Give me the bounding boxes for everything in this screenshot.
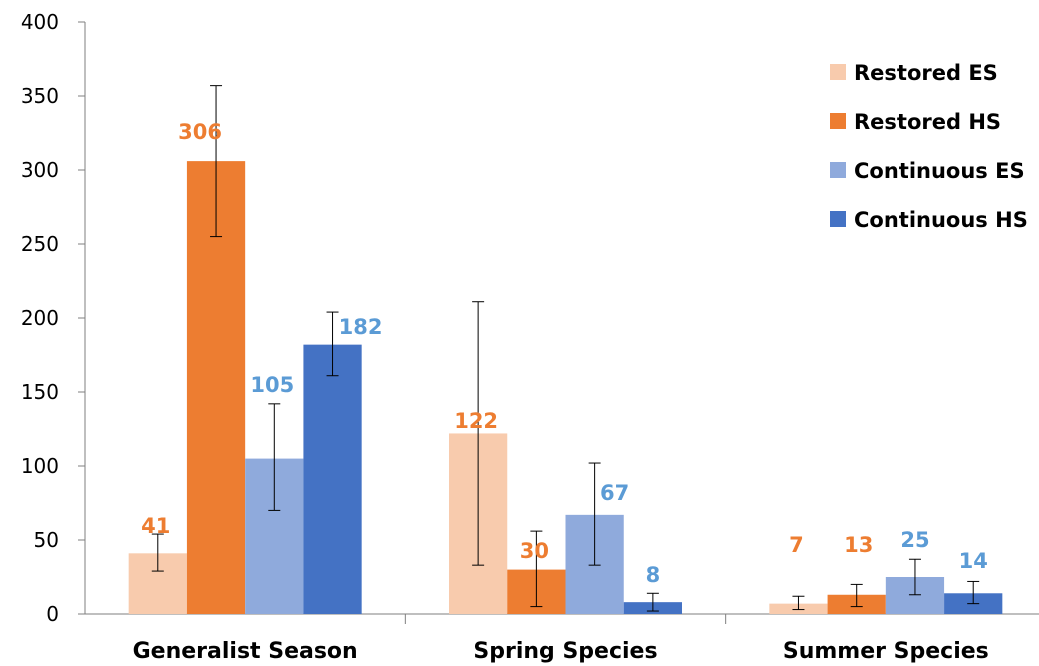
y-tick-label: 200 xyxy=(21,306,59,330)
chart-axes: 0 50 100 150 200 250 300 350 400 Generalist Seaso… xyxy=(21,10,1039,664)
data-label: 7 xyxy=(789,533,804,557)
legend-swatch xyxy=(830,211,846,227)
y-tick-label: 250 xyxy=(21,232,59,256)
x-tick-label: Summer Species xyxy=(783,639,989,664)
legend-swatch xyxy=(830,162,846,178)
bar xyxy=(303,344,362,614)
y-tick-label: 100 xyxy=(21,454,59,478)
legend-label: Restored HS xyxy=(854,110,1001,134)
data-label: 105 xyxy=(250,373,294,397)
data-label: 122 xyxy=(454,409,498,433)
y-tick-label: 400 xyxy=(21,10,59,34)
data-label: 8 xyxy=(646,563,661,587)
data-label: 41 xyxy=(141,514,170,538)
data-label: 13 xyxy=(844,533,873,557)
y-tick-label: 50 xyxy=(34,528,59,552)
data-label: 25 xyxy=(900,528,929,552)
y-tick-label: 300 xyxy=(21,158,59,182)
y-tick-label: 350 xyxy=(21,84,59,108)
x-tick-label: Spring Species xyxy=(473,639,657,664)
data-label: 306 xyxy=(178,120,222,144)
legend-label: Restored ES xyxy=(854,61,998,85)
data-label: 30 xyxy=(520,539,549,563)
legend-swatch xyxy=(830,113,846,129)
x-tick-label: Generalist Season xyxy=(133,639,358,664)
legend-label: Continuous ES xyxy=(854,159,1025,183)
legend-label: Continuous HS xyxy=(854,208,1028,232)
data-label: 182 xyxy=(339,315,383,339)
data-label: 67 xyxy=(600,481,629,505)
chart-error-bars xyxy=(151,85,980,612)
chart-data-labels: 41 306 105 182 122 30 67 8 7 13 25 14 xyxy=(141,120,988,587)
data-label: 14 xyxy=(959,549,988,573)
y-tick-label: 0 xyxy=(46,602,59,626)
chart-legend: Restored ES Restored HS Continuous ES Conti… xyxy=(830,61,1028,232)
legend-swatch xyxy=(830,64,846,80)
y-tick-label: 150 xyxy=(21,380,59,404)
